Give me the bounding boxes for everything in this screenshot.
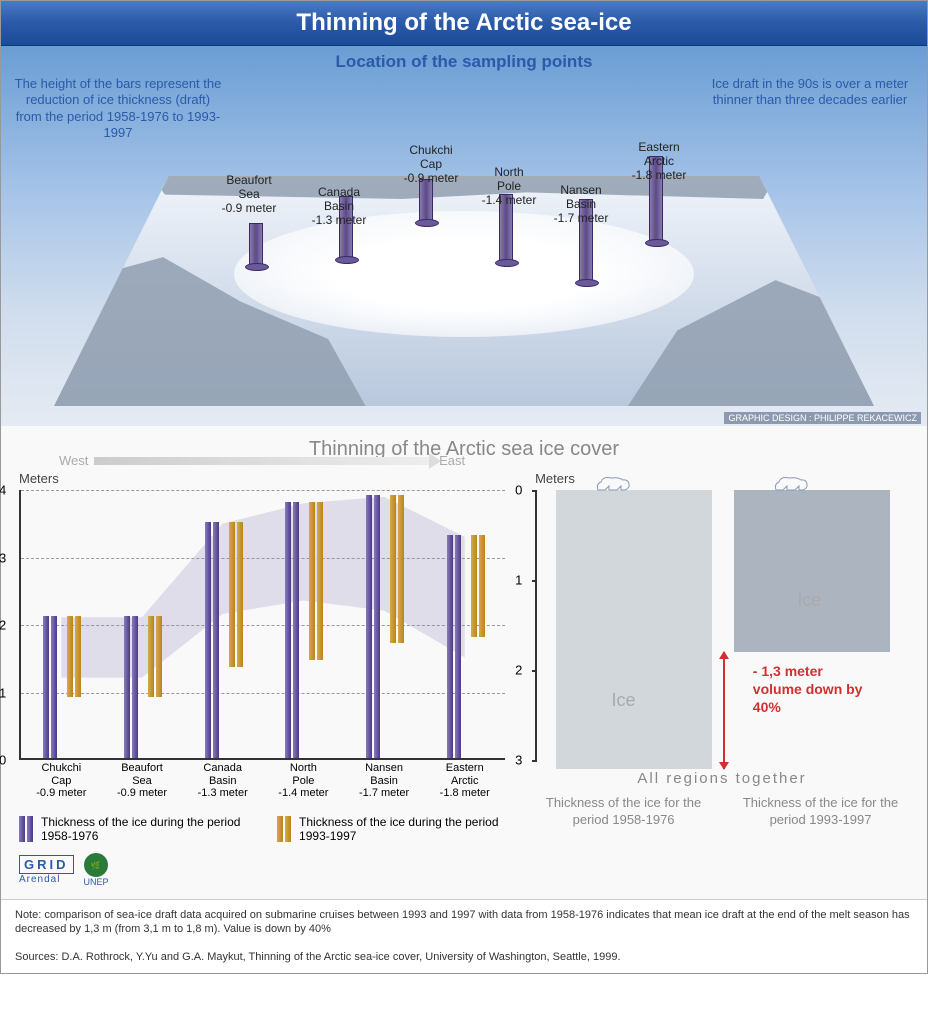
main-title: Thinning of the Arctic sea-ice [1,1,927,46]
x-axis-label: NansenBasin-1.7 meter [344,762,424,800]
y-tick: 2 [515,663,522,678]
legend: Thickness of the ice during the period 1… [19,815,505,843]
y-tick: 1 [515,573,522,588]
bar-plot-area: 01234ChukchiCap-0.9 meterBeaufortSea-0.9… [19,490,505,760]
legend-item-1: Thickness of the ice during the period 1… [19,815,247,843]
direction-bar: West East [59,453,465,468]
grid-logo-sub: Arendal [19,874,74,885]
y-tick: 0 [515,483,522,498]
y-tick: 2 [0,618,6,633]
ice-area [234,211,693,337]
logos: GRID Arendal 🌿 UNEP [19,853,505,887]
y-axis-label: Meters [19,471,505,486]
footer-note: Note: comparison of sea-ice draft data a… [1,899,927,945]
x-axis-label: ChukchiCap-0.9 meter [21,762,101,800]
pillar-label: ChukchiCap-0.9 meter [404,144,459,185]
map-pillar [419,179,433,224]
direction-west: West [59,453,88,468]
pillar-label: CanadaBasin-1.3 meter [312,186,367,227]
difference-arrow-icon [723,652,725,769]
pillar-label: EasternArctic-1.8 meter [632,141,687,182]
ice-comparison-chart: Meters 0123IceIce- 1,3 meter volume down… [535,471,909,887]
bar-group [285,502,323,759]
y-tick: 3 [0,550,6,565]
period-1-label: Thickness of the ice for the period 1958… [535,795,712,829]
x-axis-label: EasternArctic-1.8 meter [425,762,505,800]
ice-block-2 [734,490,890,652]
ice-block-1 [556,490,712,769]
map-note-left: The height of the bars represent the red… [13,76,223,141]
right-xlabel: All regions together [535,770,909,787]
legend-1-text: Thickness of the ice during the period 1… [41,815,247,843]
grid-logo: GRID [19,855,74,874]
y-axis-label-right: Meters [535,471,909,486]
difference-text: - 1,3 meter volume down by 40% [753,662,873,717]
bar-chart: Meters West East 01234ChukchiCap-0.9 met… [19,471,505,887]
x-axis-label: NorthPole-1.4 meter [263,762,343,800]
y-tick: 3 [515,753,522,768]
direction-arrow-icon [94,457,433,465]
bar-group [124,616,162,758]
map-note-right: Ice draft in the 90s is over a meter thi… [705,76,915,109]
y-tick: 4 [0,483,6,498]
pillar-label: BeaufortSea-0.9 meter [222,174,277,215]
bar-group [205,522,243,758]
sources: Sources: D.A. Rothrock, Y.Yu and G.A. Ma… [1,945,927,973]
right-sublabels: Thickness of the ice for the period 1958… [535,795,909,829]
legend-item-2: Thickness of the ice during the period 1… [277,815,505,843]
right-plot-area: 0123IceIce- 1,3 meter volume down by 40% [535,490,909,760]
infographic-container: Thinning of the Arctic sea-ice Location … [0,0,928,974]
ice-label: Ice [611,690,635,711]
y-tick: 0 [0,753,6,768]
direction-east: East [439,453,465,468]
charts-section: Thinning of the Arctic sea ice cover Met… [1,426,927,899]
map-section: Location of the sampling points The heig… [1,46,927,426]
x-axis-label: BeaufortSea-0.9 meter [102,762,182,800]
x-axis-label: CanadaBasin-1.3 meter [183,762,263,800]
unep-logo-icon: 🌿 [84,853,108,877]
map-subtitle: Location of the sampling points [1,46,927,72]
map-pillar [249,223,263,268]
ice-label: Ice [797,590,821,611]
unep-label: UNEP [84,877,109,887]
graphic-credit: GRAPHIC DESIGN : PHILIPPE REKACEWICZ [724,412,921,424]
bar-group [43,616,81,758]
bar-group [366,495,404,758]
polar-bear-icon [593,470,633,494]
period-2-label: Thickness of the ice for the period 1993… [732,795,909,829]
y-tick: 1 [0,685,6,700]
pillar-label: NorthPole-1.4 meter [482,166,537,207]
pillar-label: NansenBasin-1.7 meter [554,184,609,225]
bar-group [447,535,485,758]
map-floor [54,176,874,406]
legend-2-text: Thickness of the ice during the period 1… [299,815,505,843]
polar-bear-icon [771,470,811,494]
